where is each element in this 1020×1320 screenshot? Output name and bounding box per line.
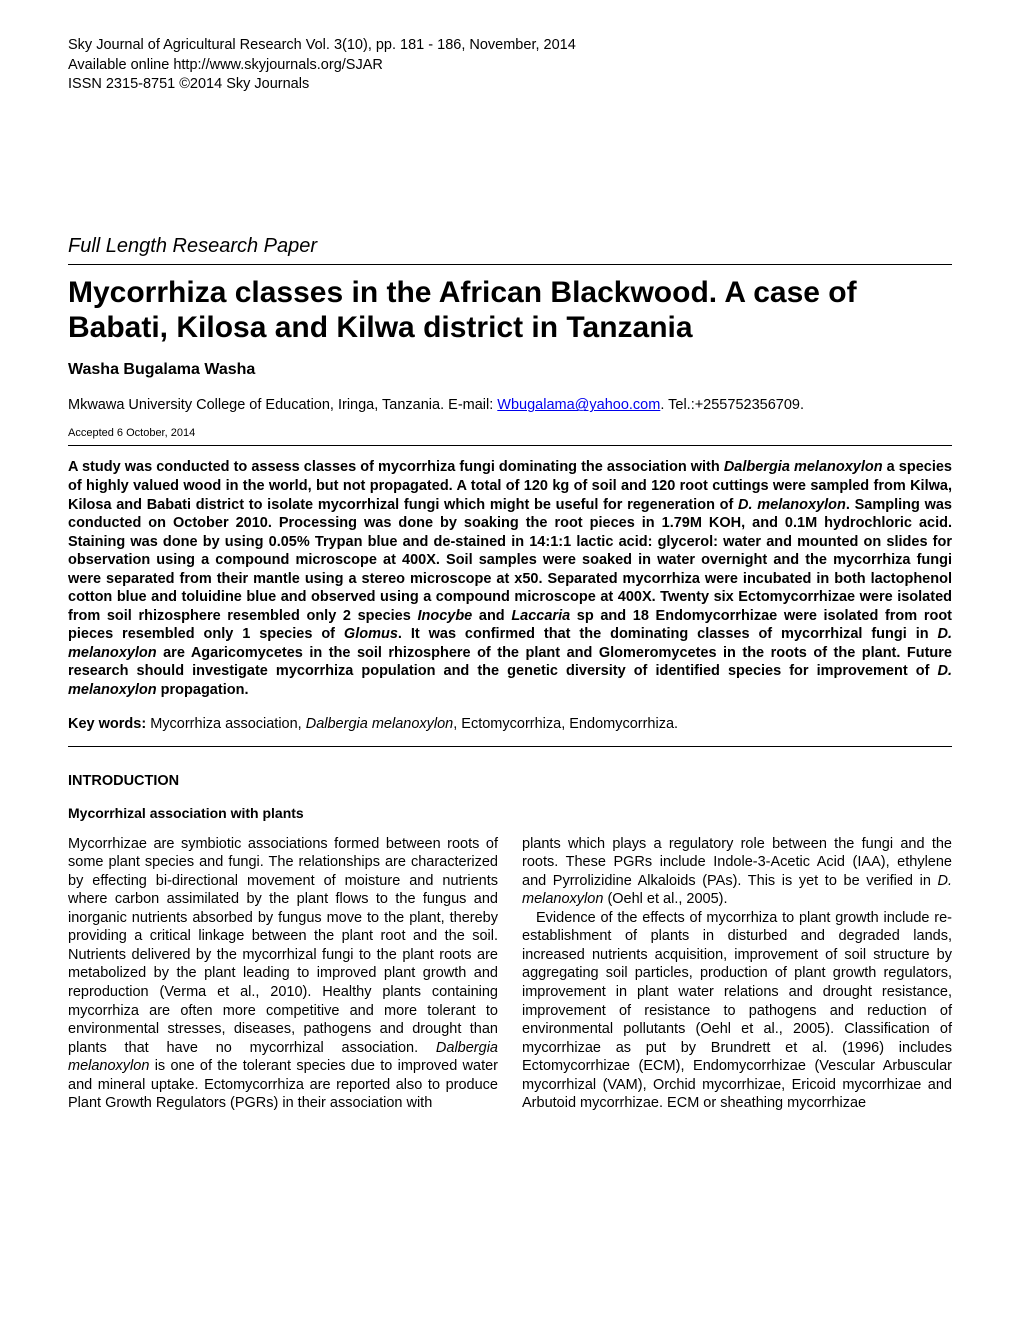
- abstract-text: . It was confirmed that the dominating c…: [398, 626, 938, 642]
- abstract-text: and: [472, 608, 511, 624]
- species-name: Inocybe: [417, 608, 472, 624]
- abstract: A study was conducted to assess classes …: [68, 458, 952, 699]
- page: Sky Journal of Agricultural Research Vol…: [0, 0, 1020, 1320]
- section-heading-introduction: INTRODUCTION: [68, 773, 952, 789]
- species-name: Laccaria: [511, 608, 570, 624]
- author-name: Washa Bugalama Washa: [68, 361, 952, 379]
- journal-line: Sky Journal of Agricultural Research Vol…: [68, 36, 952, 56]
- accepted-date: Accepted 6 October, 2014: [68, 427, 952, 446]
- affiliation-prefix: Mkwawa University College of Education, …: [68, 397, 497, 413]
- abstract-text: A study was conducted to assess classes …: [68, 459, 724, 475]
- body-paragraph: plants which plays a regulatory role bet…: [522, 835, 952, 909]
- paper-type: Full Length Research Paper: [68, 235, 952, 265]
- paper-title: Mycorrhiza classes in the African Blackw…: [68, 275, 952, 346]
- abstract-text: are Agaricomycetes in the soil rhizosphe…: [68, 645, 952, 680]
- abstract-text: . Sampling was conducted on October 2010…: [68, 497, 952, 624]
- subsection-heading: Mycorrhizal association with plants: [68, 805, 952, 821]
- species-name: D. melanoxylon: [738, 497, 846, 513]
- column-right: plants which plays a regulatory role bet…: [522, 835, 952, 1113]
- journal-issn-line: ISSN 2315-8751 ©2014 Sky Journals: [68, 75, 952, 95]
- keywords-text: Mycorrhiza association,: [146, 716, 306, 732]
- body-paragraph: Evidence of the effects of mycorrhiza to…: [522, 909, 952, 1113]
- body-text: (Oehl et al., 2005).: [603, 891, 727, 907]
- keywords: Key words: Mycorrhiza association, Dalbe…: [68, 716, 952, 747]
- body-text: Mycorrhizae are symbiotic associations f…: [68, 836, 498, 1056]
- affiliation: Mkwawa University College of Education, …: [68, 397, 952, 413]
- author-email-link[interactable]: Wbugalama@yahoo.com: [497, 397, 660, 413]
- two-column-body: Mycorrhizae are symbiotic associations f…: [68, 835, 952, 1113]
- journal-url-line: Available online http://www.skyjournals.…: [68, 56, 952, 76]
- species-name: Dalbergia melanoxylon: [724, 459, 883, 475]
- species-name: Dalbergia melanoxylon: [306, 716, 454, 732]
- species-name: Glomus: [344, 626, 398, 642]
- abstract-text: propagation.: [157, 682, 249, 698]
- keywords-label: Key words:: [68, 716, 146, 732]
- journal-header: Sky Journal of Agricultural Research Vol…: [68, 36, 952, 95]
- column-left: Mycorrhizae are symbiotic associations f…: [68, 835, 498, 1113]
- keywords-text: , Ectomycorrhiza, Endomycorrhiza.: [453, 716, 678, 732]
- affiliation-suffix: . Tel.:+255752356709.: [660, 397, 804, 413]
- body-text: plants which plays a regulatory role bet…: [522, 836, 952, 889]
